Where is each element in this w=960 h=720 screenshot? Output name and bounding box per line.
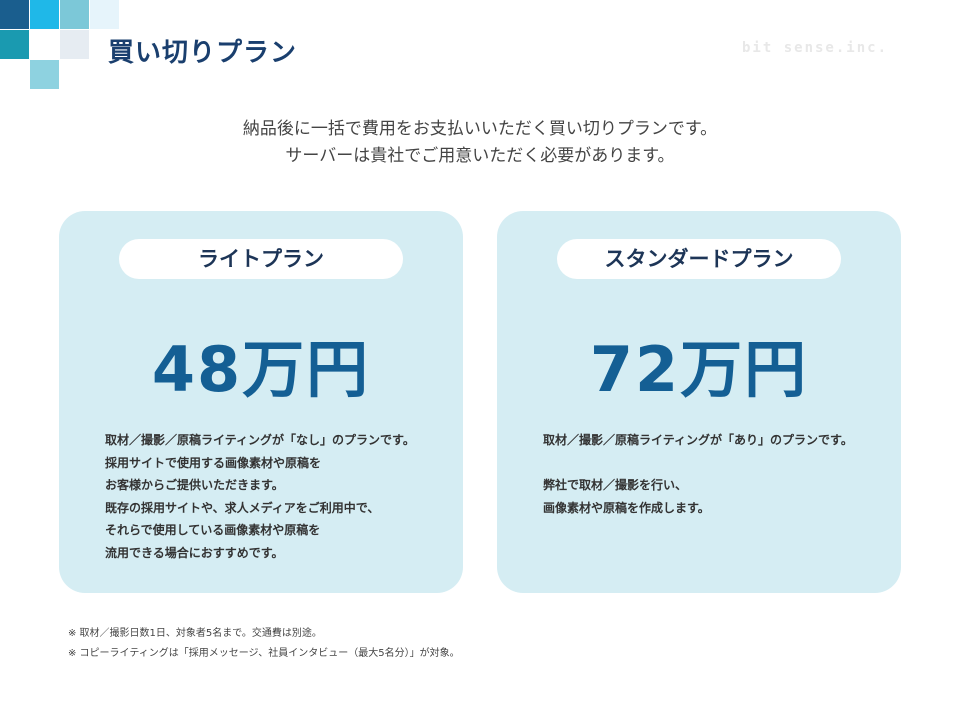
intro-line: 納品後に一括で費用をお支払いいただく買い切りプランです。: [242, 119, 718, 139]
plan-card-light: ライトプラン 48万円 取材／撮影／原稿ライティングが「なし」のプランです。 採…: [59, 211, 463, 593]
description-line: お客様からご提供いただきます。: [105, 478, 284, 492]
logo-square: [0, 30, 29, 59]
plan-name: ライトプラン: [119, 239, 403, 279]
logo-square: [30, 0, 59, 29]
description-line: 採用サイトで使用する画像素材や原稿を: [105, 455, 322, 470]
description-line: 弊社で取材／撮影を行い、: [543, 478, 688, 492]
logo-square: [30, 60, 59, 89]
plan-name: スタンダードプラン: [557, 239, 841, 279]
footnotes: ※ 取材／撮影日数1日、対象者5名まで。交通費は別途。 ※ コピーライティングは…: [68, 624, 460, 664]
plan-description: 取材／撮影／原稿ライティングが「あり」のプランです。 弊社で取材／撮影を行い、 …: [543, 429, 853, 519]
description-line: 取材／撮影／原稿ライティングが「あり」のプランです。: [543, 433, 853, 447]
footnote: ※ 取材／撮影日数1日、対象者5名まで。交通費は別途。: [68, 628, 322, 639]
logo-square: [60, 30, 89, 59]
description-line: [543, 452, 853, 475]
description-line: それらで使用している画像素材や原稿を: [105, 523, 321, 537]
description-line: 流用できる場合におすすめです。: [105, 545, 284, 560]
description-line: 画像素材や原稿を作成します。: [543, 500, 710, 515]
page-title: 買い切りプラン: [108, 38, 298, 68]
description-line: 取材／撮影／原稿ライティングが「なし」のプランです。: [105, 433, 415, 447]
plan-price: 72万円: [589, 333, 809, 406]
plan-card-standard: スタンダードプラン 72万円 取材／撮影／原稿ライティングが「あり」のプランです…: [497, 211, 901, 593]
intro-text: 納品後に一括で費用をお支払いいただく買い切りプランです。 サーバーは貴社でご用意…: [0, 116, 960, 170]
footnote: ※ コピーライティングは「採用メッセージ、社員インタビュー（最大5名分）」が対象…: [68, 648, 460, 659]
logo-square: [60, 0, 89, 29]
description-line: 既存の採用サイトや、求人メディアをご利用中で、: [105, 500, 380, 515]
logo-square: [0, 0, 29, 29]
intro-line: サーバーは貴社でご用意いただく必要があります。: [285, 146, 675, 166]
plan-description: 取材／撮影／原稿ライティングが「なし」のプランです。 採用サイトで使用する画像素…: [105, 429, 415, 564]
plan-price: 48万円: [151, 333, 371, 406]
logo-square: [90, 0, 119, 29]
brand-watermark: bit sense.inc.: [742, 40, 889, 56]
